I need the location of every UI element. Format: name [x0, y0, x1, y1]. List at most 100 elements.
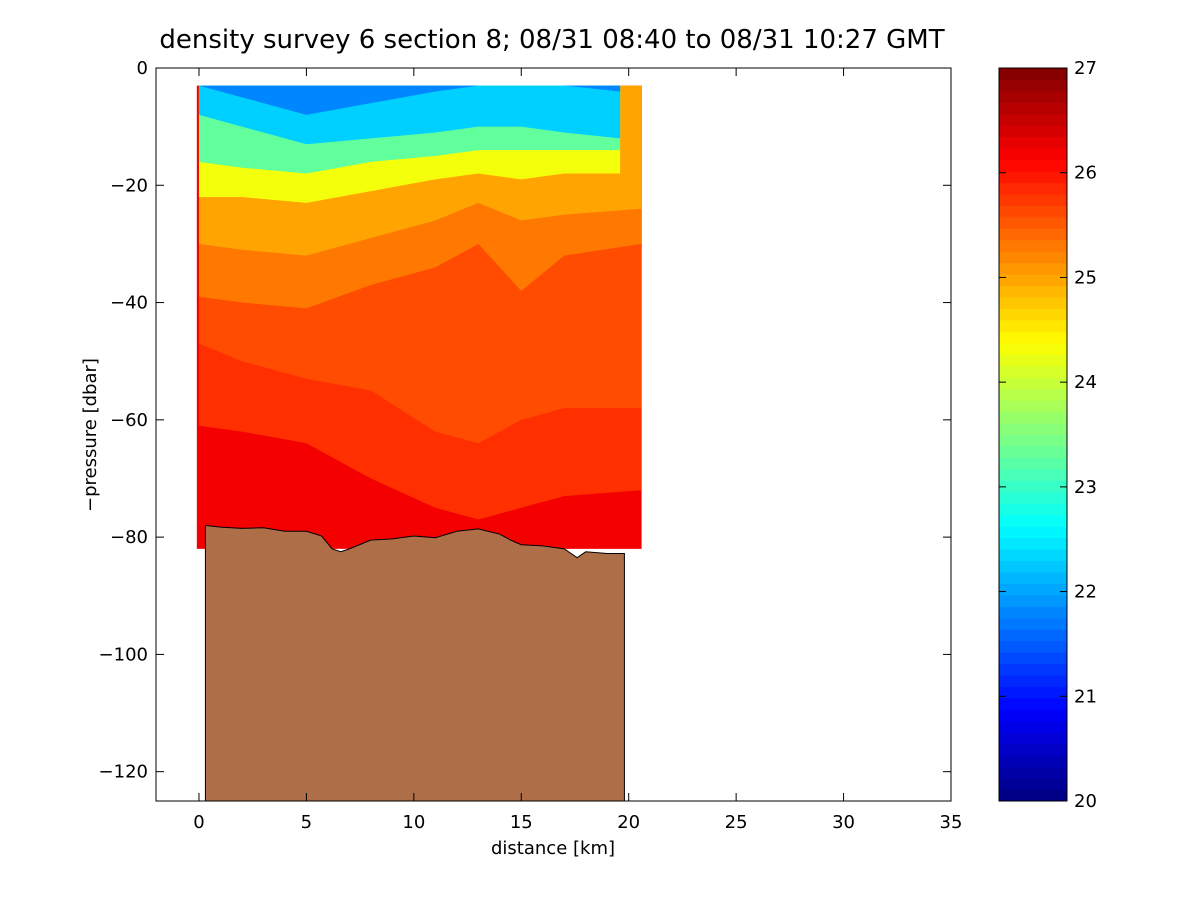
x-tick-label: 25 [725, 812, 748, 833]
density-field [196, 85, 642, 549]
colorbar-tick-label: 23 [1074, 477, 1097, 498]
colorbar-step [999, 262, 1067, 275]
x-axis-label: distance [km] [491, 838, 615, 859]
colorbar-step [999, 239, 1067, 252]
colorbar-gradient [999, 68, 1067, 802]
colorbar-step [999, 571, 1067, 584]
colorbar-step [999, 480, 1067, 493]
x-tick-label: 30 [832, 812, 855, 833]
colorbar-step [999, 102, 1067, 115]
y-axis-ticks: 0 −20 −40 −60 −80 −100 −120 [99, 58, 951, 783]
y-tick-label: −100 [99, 644, 148, 665]
colorbar-step [999, 68, 1067, 80]
colorbar-step [999, 182, 1067, 195]
colorbar-step [999, 125, 1067, 138]
colorbar-step [999, 709, 1067, 722]
colorbar-tick-label: 21 [1074, 686, 1097, 707]
colorbar-step [999, 434, 1067, 447]
x-tick-label: 0 [193, 812, 204, 833]
colorbar-step [999, 159, 1067, 172]
colorbar-frame [998, 67, 1068, 802]
colorbar-step [999, 319, 1067, 332]
colorbar-step [999, 629, 1067, 642]
colorbar-tick-label: 25 [1074, 267, 1097, 288]
colorbar-step [999, 686, 1067, 699]
colorbar-step [999, 606, 1067, 619]
x-axis-ticks: 0 5 10 15 20 25 30 35 [193, 68, 962, 833]
colorbar-step [999, 514, 1067, 527]
colorbar-step [999, 457, 1067, 470]
colorbar-step [999, 743, 1067, 756]
colorbar-step [999, 136, 1067, 149]
colorbar-step [999, 113, 1067, 126]
colorbar-step [999, 445, 1067, 458]
colorbar-step [999, 331, 1067, 344]
colorbar-ticks: 20 21 22 23 24 25 26 27 [999, 58, 1097, 812]
seafloor-bathymetry [204, 524, 625, 802]
colorbar-step [999, 365, 1067, 378]
colorbar-step [999, 652, 1067, 665]
colorbar-step [999, 697, 1067, 710]
colorbar-step [999, 171, 1067, 184]
colorbar-step [999, 526, 1067, 539]
colorbar-tick-label: 22 [1074, 582, 1097, 603]
colorbar-step [999, 216, 1067, 229]
colorbar-step [999, 285, 1067, 298]
colorbar-step [999, 766, 1067, 779]
y-tick-label: −120 [99, 762, 148, 783]
colorbar-step [999, 503, 1067, 516]
colorbar-step [999, 617, 1067, 630]
chart-title: density survey 6 section 8; 08/31 08:40 … [159, 25, 944, 55]
colorbar-step [999, 274, 1067, 287]
colorbar-tick-label: 26 [1074, 163, 1097, 184]
colorbar-step [999, 789, 1067, 802]
colorbar-tick-label: 20 [1074, 791, 1097, 812]
colorbar-step [999, 640, 1067, 653]
y-axis-label: −pressure [dbar] [80, 358, 101, 512]
colorbar-tick-label: 27 [1074, 58, 1097, 79]
colorbar-step [999, 755, 1067, 768]
colorbar-step [999, 205, 1067, 218]
y-tick-label: −40 [110, 293, 148, 314]
colorbar-step [999, 663, 1067, 676]
y-tick-label: 0 [137, 58, 148, 79]
colorbar-step [999, 308, 1067, 321]
x-tick-label: 5 [301, 812, 312, 833]
colorbar-step [999, 388, 1067, 401]
colorbar-step [999, 193, 1067, 206]
colorbar-step [999, 228, 1067, 241]
colorbar-step [999, 148, 1067, 161]
y-tick-label: −20 [110, 175, 148, 196]
x-tick-label: 20 [617, 812, 640, 833]
colorbar-step [999, 251, 1067, 264]
colorbar-step [999, 354, 1067, 367]
colorbar: 20 21 22 23 24 25 26 27 [998, 58, 1097, 812]
x-tick-label: 35 [940, 812, 963, 833]
colorbar-step [999, 297, 1067, 310]
colorbar-step [999, 778, 1067, 791]
colorbar-step [999, 400, 1067, 413]
y-tick-label: −80 [110, 527, 148, 548]
density-region-22 [198, 85, 621, 115]
colorbar-step [999, 342, 1067, 355]
colorbar-step [999, 411, 1067, 424]
colorbar-step [999, 90, 1067, 103]
plot-area: 0 5 10 15 20 25 30 35 0 −20 −40 −60 −80 −100 −120 [99, 58, 963, 833]
colorbar-step [999, 79, 1067, 92]
colorbar-step [999, 583, 1067, 596]
colorbar-step [999, 720, 1067, 733]
colorbar-step [999, 423, 1067, 435]
colorbar-step [999, 594, 1067, 607]
colorbar-step [999, 732, 1067, 745]
colorbar-step [999, 491, 1067, 504]
x-tick-label: 15 [510, 812, 533, 833]
y-tick-label: −60 [110, 410, 148, 431]
colorbar-tick-label: 24 [1074, 372, 1097, 393]
colorbar-step [999, 377, 1067, 390]
colorbar-step [999, 675, 1067, 687]
plot-frame [155, 67, 952, 802]
colorbar-step [999, 560, 1067, 573]
colorbar-step [999, 537, 1067, 550]
x-tick-label: 10 [402, 812, 425, 833]
